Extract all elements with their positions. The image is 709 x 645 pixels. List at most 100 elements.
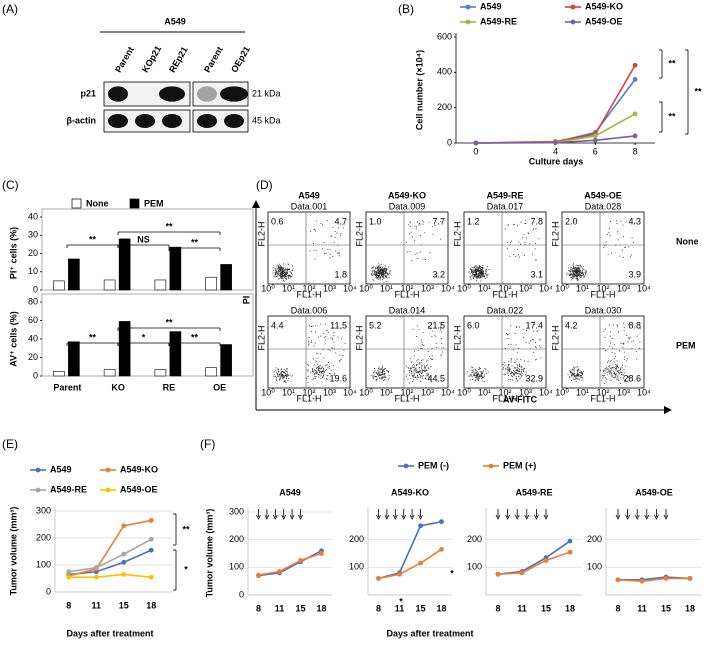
band-size: 21 kDa — [252, 88, 281, 98]
event-dot — [476, 268, 478, 270]
event-dot — [486, 373, 488, 375]
event-dot — [286, 374, 288, 376]
event-dot — [424, 232, 426, 234]
event-dot — [477, 269, 479, 271]
event-dot — [511, 365, 513, 367]
event-dot — [381, 273, 383, 275]
event-dot — [517, 380, 519, 382]
event-dot — [434, 334, 436, 336]
event-dot — [621, 371, 623, 373]
event-dot — [507, 366, 509, 368]
event-dot — [630, 336, 632, 338]
event-dot — [383, 267, 385, 269]
flow-axis-label: FL2-H — [452, 325, 462, 350]
event-dot — [605, 241, 607, 243]
event-dot — [409, 225, 411, 227]
event-dot — [476, 266, 478, 268]
event-dot — [480, 270, 482, 272]
event-dot — [623, 343, 625, 345]
event-dot — [282, 376, 284, 378]
event-dot — [280, 369, 282, 370]
event-dot — [372, 279, 374, 281]
event-dot — [628, 376, 630, 378]
event-dot — [578, 270, 579, 272]
event-dot — [479, 371, 481, 373]
flow-axis-label: FL1-H — [492, 289, 517, 299]
band — [108, 86, 128, 102]
event-dot — [535, 243, 536, 245]
event-dot — [613, 376, 615, 378]
event-dot — [275, 271, 277, 273]
event-dot — [571, 371, 572, 373]
event-dot — [625, 360, 627, 362]
flow-tick-label: 10¹ — [282, 387, 295, 397]
significance: * — [142, 332, 146, 342]
event-dot — [615, 373, 617, 375]
event-dot — [520, 367, 522, 369]
event-dot — [615, 244, 617, 246]
event-dot — [281, 271, 283, 273]
event-dot — [275, 268, 277, 269]
event-dot — [617, 239, 619, 241]
event-dot — [478, 266, 480, 268]
event-dot — [273, 275, 275, 277]
event-dot — [288, 275, 290, 277]
event-dot — [516, 364, 518, 366]
event-dot — [277, 267, 279, 269]
event-dot — [605, 349, 606, 351]
event-dot — [439, 238, 441, 240]
event-dot — [421, 367, 422, 369]
event-dot — [416, 365, 417, 367]
event-dot — [311, 370, 313, 372]
y-tick-label: 10 — [28, 266, 38, 276]
event-dot — [284, 277, 286, 279]
event-dot — [320, 367, 322, 369]
quadrant-value: 1.0 — [369, 216, 382, 226]
event-dot — [628, 338, 630, 340]
event-dot — [430, 323, 432, 325]
event-dot — [511, 373, 512, 375]
event-dot — [615, 368, 616, 369]
event-dot — [533, 351, 535, 353]
event-dot — [507, 368, 509, 370]
event-dot — [481, 276, 483, 278]
y-tick-label: 300 — [229, 506, 244, 516]
event-dot — [604, 368, 606, 370]
event-dot — [475, 270, 477, 272]
event-dot — [317, 367, 319, 369]
event-dot — [572, 368, 574, 370]
event-dot — [435, 342, 437, 344]
event-dot — [285, 375, 286, 376]
event-dot — [474, 275, 476, 277]
event-dot — [516, 351, 518, 353]
data-point — [121, 523, 127, 529]
event-dot — [439, 326, 441, 328]
event-dot — [320, 323, 322, 325]
data-id: Data.030 — [585, 305, 622, 315]
event-dot — [384, 372, 386, 374]
event-dot — [605, 368, 607, 370]
event-dot — [603, 369, 605, 371]
event-dot — [483, 273, 485, 275]
event-dot — [482, 267, 484, 269]
flow-axis-label: FL1-H — [394, 289, 419, 299]
event-dot — [602, 377, 604, 379]
event-dot — [338, 252, 340, 254]
event-dot — [484, 380, 486, 382]
event-dot — [382, 272, 384, 274]
event-dot — [283, 274, 285, 276]
event-dot — [380, 279, 382, 281]
event-dot — [477, 268, 479, 270]
event-dot — [486, 268, 488, 270]
event-dot — [477, 379, 479, 380]
x-tick-label: 18 — [685, 603, 695, 613]
panel-label: (D) — [256, 178, 273, 192]
event-dot — [572, 265, 574, 267]
event-dot — [479, 266, 481, 268]
band — [108, 113, 128, 129]
event-dot — [280, 266, 282, 268]
event-dot — [531, 338, 533, 340]
event-dot — [572, 272, 574, 274]
event-dot — [510, 324, 512, 326]
event-dot — [581, 272, 583, 274]
